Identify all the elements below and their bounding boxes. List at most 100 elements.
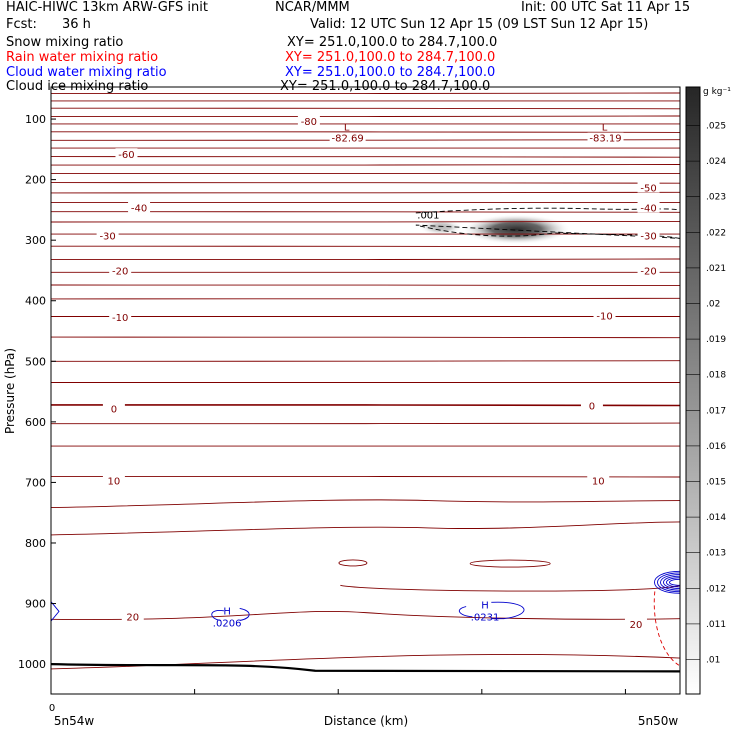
temperature-label: 0 — [589, 402, 595, 413]
isotherm — [51, 258, 680, 261]
cloud-water-contour-high — [458, 601, 525, 620]
isotherm-low-loop — [340, 584, 680, 592]
y-tick-label: 600 — [25, 416, 46, 429]
colorbar-label: .021 — [706, 264, 726, 274]
low-marker: L — [344, 123, 350, 134]
temperature-label-bg — [580, 399, 603, 411]
temperature-label: -50 — [640, 183, 656, 194]
isotherm — [51, 336, 680, 339]
temperature-label: -20 — [112, 266, 128, 277]
y-tick-label: 400 — [25, 295, 46, 308]
cloud-water-edge-contour — [51, 601, 60, 622]
low-value: -82.69 — [332, 134, 364, 145]
colorbar-label: .019 — [706, 335, 726, 345]
colorbar-fill — [685, 86, 701, 695]
cloud-water-contour — [663, 575, 680, 589]
cloud-water-contour — [666, 577, 680, 588]
isotherm-20 — [51, 610, 680, 620]
isotherm — [51, 156, 680, 158]
y-axis-ticks: 100 200 300 400 500 600 700 800 900 1000 — [18, 113, 56, 671]
y-tick-label: 1000 — [18, 658, 46, 671]
temperature-label: 20 — [630, 620, 643, 631]
x-axis-label: Distance (km) — [324, 714, 408, 728]
temperature-label-bg — [637, 181, 660, 193]
temperature-label-bg — [637, 264, 660, 276]
forecast-hours: 36 h — [62, 17, 91, 32]
snow-shading-weak — [418, 219, 463, 236]
isotherm — [51, 107, 680, 110]
temperature-label: 20 — [126, 612, 139, 623]
field-name-snow: Snow mixing ratio — [6, 35, 124, 50]
high-marker: H — [223, 607, 231, 618]
temperature-label: -30 — [99, 231, 115, 242]
temperature-label-bg — [128, 201, 151, 213]
x-tick-label-zero: 0 — [49, 703, 55, 714]
temperature-label-bg — [593, 309, 616, 321]
isotherm — [51, 422, 680, 425]
temperature-label: 10 — [108, 477, 121, 488]
isotherm — [51, 131, 680, 133]
isotherm-lowest — [51, 654, 680, 670]
temperature-label: -20 — [640, 266, 656, 277]
ground-line — [51, 663, 680, 673]
plot-frame — [50, 86, 681, 695]
colorbar-label: .016 — [706, 442, 726, 452]
field-name-cloud-water: Cloud water mixing ratio — [6, 65, 167, 80]
colorbar-label: .023 — [706, 193, 726, 203]
isotherm — [51, 115, 680, 118]
field-xy-snow: XY= 251.0,100.0 to 284.7,100.0 — [287, 35, 498, 50]
temperature-label: -40 — [640, 203, 656, 214]
temperature-label-bg — [109, 311, 132, 323]
high-marker: H — [481, 601, 489, 612]
colorbar-label: .012 — [706, 584, 726, 594]
isotherm — [51, 360, 680, 362]
colorbar-label: .014 — [706, 513, 726, 523]
colorbar-label: .018 — [706, 371, 726, 381]
cloud-water-contour-high — [211, 607, 250, 621]
isotherm — [51, 245, 680, 248]
isotherm — [51, 164, 680, 166]
colorbar-label: .024 — [706, 157, 726, 167]
snow-contour-label: .001 — [417, 210, 439, 221]
y-tick-label: 300 — [25, 234, 46, 247]
temperature-label: 10 — [592, 477, 605, 488]
isotherm-closed-loop — [469, 559, 551, 568]
y-tick-label: 700 — [25, 476, 46, 489]
colorbar-label: .022 — [706, 228, 726, 238]
isotherm — [51, 182, 680, 184]
y-tick-label: 900 — [25, 598, 46, 611]
isotherm — [51, 284, 680, 287]
field-name-rain: Rain water mixing ratio — [6, 50, 159, 65]
x-left-location-label: 5n54w — [54, 714, 95, 728]
cloud-water-contour — [657, 572, 680, 593]
colorbar-label: .015 — [706, 478, 726, 488]
colorbar-label: .017 — [706, 406, 726, 416]
temperature-label-bg — [297, 114, 320, 126]
field-xy-rain: XY= 251.0,100.0 to 284.7,100.0 — [285, 50, 496, 65]
high-value: .0206 — [213, 619, 242, 630]
colorbar-label: .02 — [706, 300, 720, 310]
high-value: .0231 — [471, 613, 500, 624]
plot-area: .001 -80 -60 -50 -40 -40 -30 -30 -20 -20 -10 -10 0 0 1… — [51, 92, 680, 673]
model-title: HAIC-HIWC 13km ARW-GFS init — [6, 0, 208, 15]
isotherm — [51, 475, 680, 478]
temperature-label: -30 — [640, 231, 656, 242]
organization-label: NCAR/MMM — [275, 0, 350, 15]
isotherm — [51, 521, 680, 536]
isotherm — [51, 191, 680, 194]
axes-frame — [50, 86, 681, 695]
isotherm-closed-loop — [338, 559, 368, 567]
colorbar-label: .025 — [706, 122, 726, 132]
temperature-label: -10 — [596, 311, 612, 322]
isotherm — [51, 499, 680, 509]
temperature-label-bg — [587, 474, 610, 486]
temperature-label: -80 — [301, 117, 317, 128]
temperature-label-bg — [96, 229, 119, 241]
temperature-label-bg — [102, 402, 125, 414]
colorbar-label: .013 — [706, 549, 726, 559]
isotherm — [51, 92, 680, 95]
y-tick-label: 200 — [25, 174, 46, 187]
colorbar: g kg⁻¹ .025 .024 .023 .022 .021 .02 .019 .018 .0… — [685, 86, 731, 695]
forecast-label: Fcst: — [6, 17, 37, 32]
low-marker: L — [602, 123, 608, 134]
